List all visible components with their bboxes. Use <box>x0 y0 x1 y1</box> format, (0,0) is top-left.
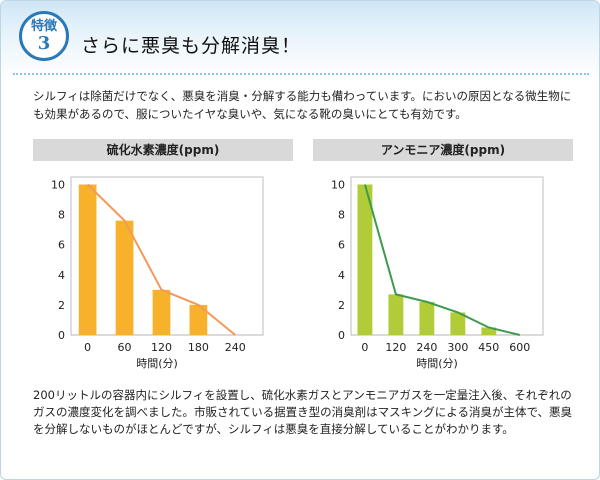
feature-badge: 特徴 3 <box>19 11 69 61</box>
x-tick-label: 300 <box>447 341 468 354</box>
x-axis-label: 時間(分) <box>136 357 178 370</box>
y-tick-label: 6 <box>58 239 65 252</box>
plot-frame <box>350 176 544 336</box>
x-tick-label: 240 <box>416 341 437 354</box>
bar <box>388 294 404 335</box>
trend-line <box>363 184 521 336</box>
y-tick-label: 2 <box>58 299 65 312</box>
y-tick-label: 0 <box>338 329 345 342</box>
badge-label: 特徴 <box>30 19 57 34</box>
intro-text: シルフィは除菌だけでなく、悪臭を消臭・分解する能力も備わっています。においの原因… <box>33 89 572 121</box>
y-tick-label: 2 <box>338 299 345 312</box>
chart-title-nh3: アンモニア濃度(ppm) <box>313 139 573 161</box>
chart-nh3: 0 2 4 6 8 10 0 120 240 300 450 600 時間(分) <box>331 176 544 370</box>
bar <box>115 220 134 335</box>
y-tick-label: 6 <box>338 239 345 252</box>
header-band: 特徴 3 さらに悪臭も分解消臭！ <box>1 1 599 79</box>
bar <box>189 304 208 335</box>
x-tick-label: 60 <box>118 341 132 354</box>
x-tick-label: 180 <box>188 341 209 354</box>
bar <box>78 184 97 335</box>
x-tick-label: 600 <box>509 341 530 354</box>
y-tick-label: 4 <box>338 269 345 282</box>
bar <box>357 184 373 335</box>
x-tick-label: 240 <box>225 341 246 354</box>
y-tick-label: 8 <box>338 209 345 222</box>
x-axis-label: 時間(分) <box>416 357 458 370</box>
y-tick-label: 8 <box>58 209 65 222</box>
chart-title-h2s: 硫化水素濃度(ppm) <box>33 139 293 161</box>
chart-h2s: 0 2 4 6 8 10 0 60 120 180 240 時間(分) <box>51 176 264 370</box>
trend-line <box>86 183 236 336</box>
x-tick-label: 0 <box>84 341 91 354</box>
page-title: さらに悪臭も分解消臭！ <box>81 35 302 57</box>
bar <box>450 312 466 335</box>
dotted-divider <box>13 73 589 75</box>
footer-text: 200リットルの容器内にシルフィを設置し、硫化水素ガスとアンモニアガスを一定量注… <box>33 388 572 436</box>
y-tick-label: 10 <box>331 179 345 192</box>
bar <box>152 289 171 335</box>
x-tick-label: 450 <box>478 341 499 354</box>
x-tick-label: 120 <box>151 341 172 354</box>
bar <box>481 327 497 335</box>
bar <box>419 301 435 335</box>
x-tick-label: 0 <box>361 341 368 354</box>
y-tick-label: 0 <box>58 329 65 342</box>
x-tick-label: 120 <box>385 341 406 354</box>
badge-number: 3 <box>37 33 51 54</box>
y-tick-label: 10 <box>51 179 65 192</box>
y-tick-label: 4 <box>58 269 65 282</box>
